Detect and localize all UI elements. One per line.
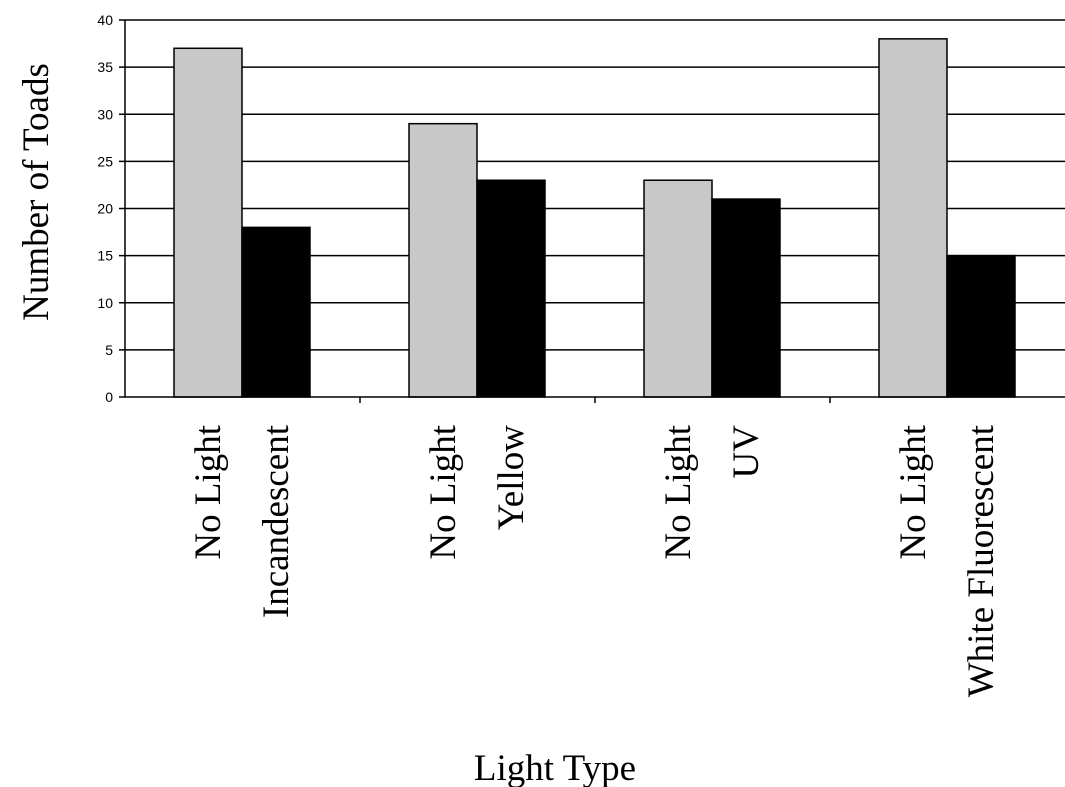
category-labels: No Light Incandescent No Light Yellow No Lig… — [188, 424, 1002, 697]
y-tick-label: 5 — [105, 342, 113, 358]
y-tick-label: 25 — [97, 153, 113, 169]
y-tick-label: 40 — [97, 12, 113, 28]
bar — [711, 198, 781, 398]
category-label: No Light — [893, 424, 934, 559]
bar — [173, 47, 243, 398]
category-label: No Light — [188, 424, 229, 559]
x-axis-title: Light Type — [474, 748, 636, 787]
category-label: Incandescent — [256, 424, 297, 618]
bar — [643, 179, 713, 398]
bar — [408, 122, 478, 398]
bar — [241, 226, 311, 398]
bar — [476, 179, 546, 398]
y-tick-label: 20 — [97, 201, 113, 217]
bars — [173, 38, 1016, 398]
axes — [119, 19, 1065, 403]
category-label: Yellow — [491, 425, 532, 530]
category-label: UV — [726, 425, 767, 479]
y-tick-labels: 0 5 10 15 20 25 30 35 40 — [97, 12, 113, 405]
bar — [946, 254, 1016, 398]
category-label: No Light — [423, 424, 464, 559]
bar — [878, 38, 948, 398]
y-tick-label: 30 — [97, 106, 113, 122]
y-tick-label: 15 — [97, 248, 113, 264]
y-tick-label: 35 — [97, 59, 113, 75]
category-label: No Light — [658, 424, 699, 559]
y-tick-label: 0 — [105, 389, 113, 405]
category-label: White Fluorescent — [961, 424, 1002, 697]
y-tick-label: 10 — [97, 295, 113, 311]
y-axis-title: Number of Toads — [16, 63, 57, 321]
